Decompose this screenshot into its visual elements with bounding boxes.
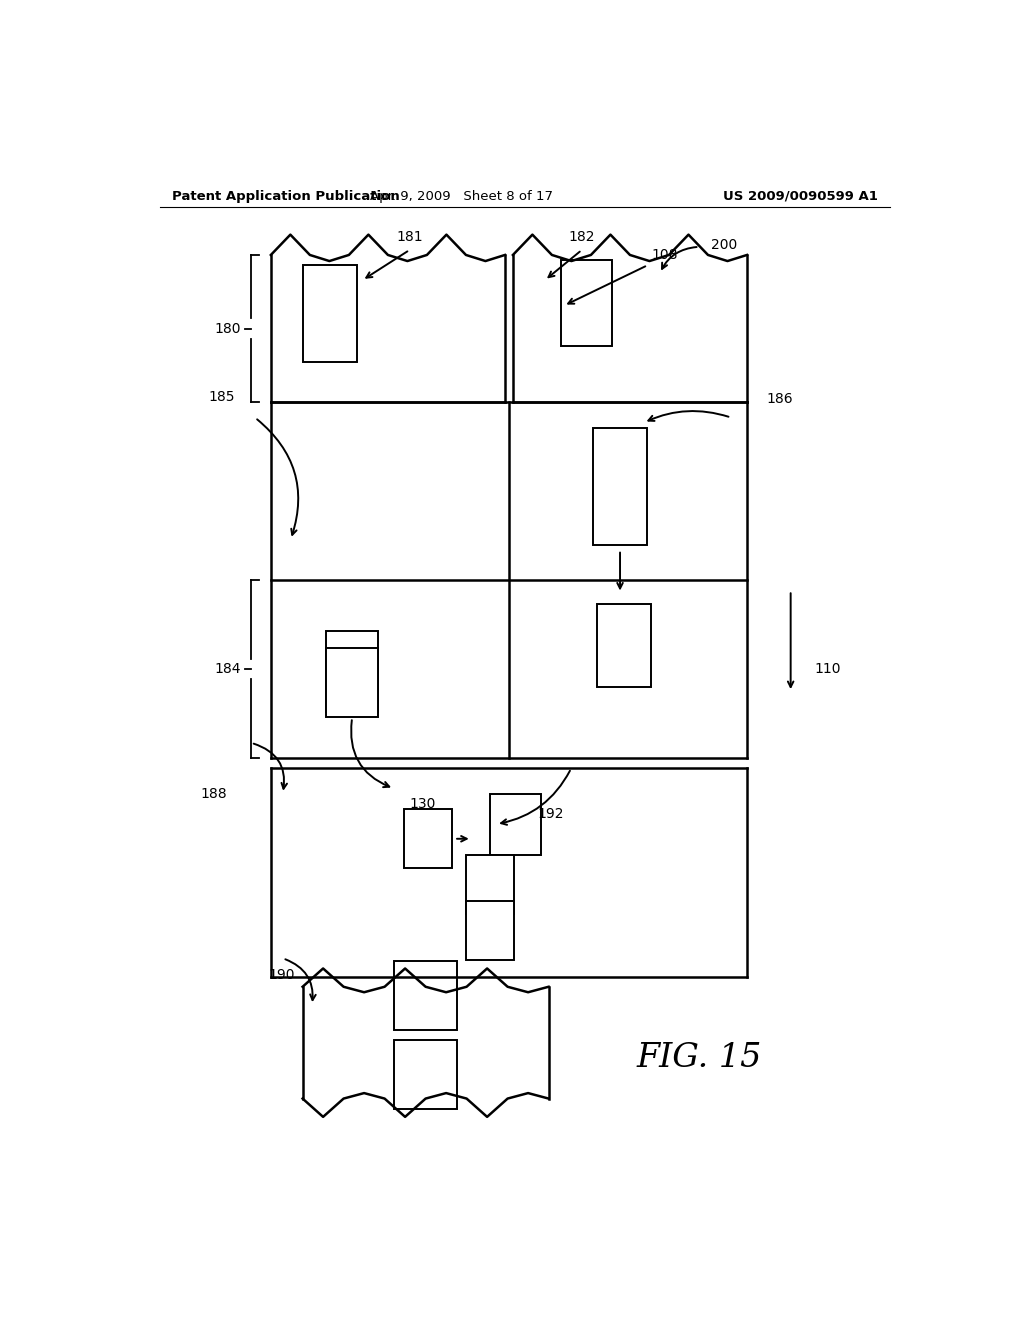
Text: Apr. 9, 2009   Sheet 8 of 17: Apr. 9, 2009 Sheet 8 of 17 xyxy=(370,190,553,202)
Text: 180: 180 xyxy=(214,322,241,335)
Bar xyxy=(303,265,356,362)
Text: 184: 184 xyxy=(214,663,241,676)
Bar xyxy=(593,428,647,545)
Text: US 2009/0090599 A1: US 2009/0090599 A1 xyxy=(723,190,878,202)
Text: 182: 182 xyxy=(568,230,595,244)
Bar xyxy=(404,809,452,869)
Bar xyxy=(394,1040,458,1109)
Text: 186: 186 xyxy=(767,392,794,407)
Text: 108: 108 xyxy=(652,248,678,261)
Bar xyxy=(489,793,542,854)
Bar xyxy=(466,855,514,913)
Text: 185: 185 xyxy=(209,391,236,404)
Bar xyxy=(394,961,458,1031)
Bar xyxy=(327,648,378,718)
Text: 190: 190 xyxy=(268,968,295,982)
Text: 192: 192 xyxy=(538,807,564,821)
Text: 110: 110 xyxy=(814,663,841,676)
Text: 181: 181 xyxy=(396,230,423,244)
Text: FIG. 15: FIG. 15 xyxy=(637,1041,762,1074)
Bar xyxy=(466,902,514,960)
Bar xyxy=(560,260,612,346)
Text: 130: 130 xyxy=(410,797,436,810)
Text: 188: 188 xyxy=(201,787,227,801)
Bar xyxy=(327,631,378,713)
Text: Patent Application Publication: Patent Application Publication xyxy=(172,190,399,202)
Bar xyxy=(597,603,651,686)
Text: 200: 200 xyxy=(712,238,737,252)
